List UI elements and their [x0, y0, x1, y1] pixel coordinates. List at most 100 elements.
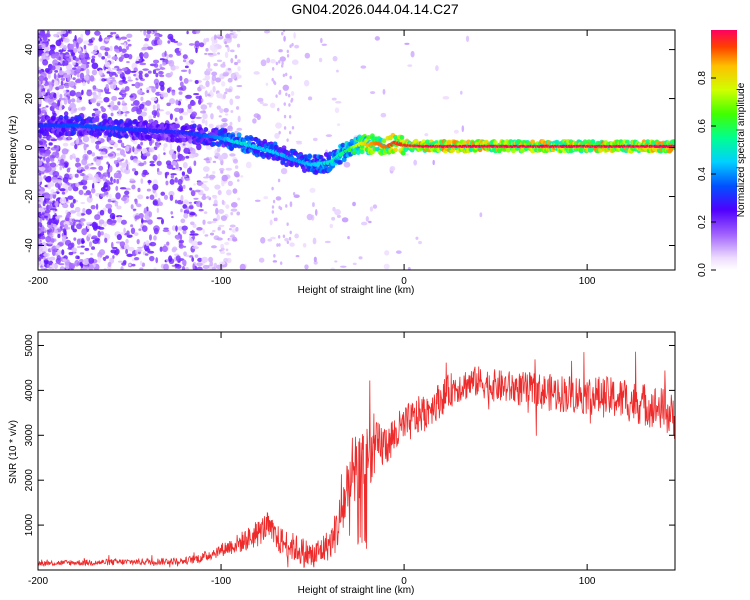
noise-speckle — [38, 248, 42, 255]
noise-speckle — [180, 69, 188, 72]
noise-speckle — [211, 46, 218, 53]
noise-speckle — [191, 111, 198, 117]
noise-speckle — [117, 70, 123, 75]
ridge-cell — [195, 137, 201, 143]
noise-speckle — [40, 216, 45, 220]
noise-speckle — [334, 208, 341, 216]
noise-speckle — [216, 214, 221, 221]
noise-speckle — [107, 198, 112, 203]
noise-speckle — [69, 154, 73, 161]
noise-speckle — [229, 128, 233, 132]
noise-speckle — [67, 195, 74, 200]
noise-speckle — [221, 199, 225, 205]
ridge-cell — [273, 144, 279, 150]
noise-speckle — [92, 85, 97, 90]
noise-speckle — [195, 95, 201, 100]
noise-speckle — [404, 153, 409, 156]
noise-speckle — [42, 136, 47, 139]
noise-speckle — [45, 105, 49, 108]
noise-speckle — [60, 59, 63, 65]
noise-speckle — [185, 94, 192, 99]
ridge-cell — [118, 119, 124, 124]
noise-speckle — [234, 165, 239, 169]
noise-speckle — [130, 224, 134, 228]
noise-speckle — [211, 74, 217, 82]
noise-speckle — [76, 245, 82, 249]
noise-speckle — [178, 239, 185, 244]
noise-speckle — [118, 97, 125, 100]
noise-speckle — [196, 241, 203, 246]
noise-speckle — [60, 77, 66, 82]
noise-speckle — [171, 90, 176, 96]
noise-speckle — [112, 246, 118, 250]
noise-speckle — [190, 189, 196, 197]
noise-speckle — [134, 170, 139, 176]
noise-speckle — [147, 70, 152, 74]
noise-speckle — [175, 99, 179, 106]
noise-speckle — [177, 178, 183, 186]
noise-speckle — [95, 203, 99, 210]
noise-speckle — [226, 189, 232, 196]
noise-speckle — [61, 249, 65, 256]
noise-speckle — [75, 91, 82, 98]
x-tick-label: 0 — [401, 276, 407, 287]
noise-speckle — [281, 61, 284, 66]
noise-speckle — [395, 250, 402, 254]
noise-speckle — [179, 234, 183, 241]
noise-speckle — [179, 75, 183, 82]
figure-title: GN04.2026.044.04.14.C27 — [291, 1, 459, 17]
noise-speckle — [102, 155, 109, 158]
noise-speckle — [75, 57, 80, 62]
noise-speckle — [91, 55, 96, 59]
noise-speckle — [122, 100, 125, 105]
ridge-cell — [359, 149, 365, 155]
noise-speckle — [70, 242, 75, 248]
noise-speckle — [201, 118, 206, 124]
ridge-cell — [349, 138, 355, 144]
noise-speckle — [54, 182, 61, 188]
noise-speckle — [192, 263, 196, 270]
noise-speckle — [106, 71, 111, 74]
noise-speckle — [83, 44, 87, 50]
noise-speckle — [51, 249, 56, 257]
noise-speckle — [107, 153, 114, 157]
noise-speckle — [43, 195, 51, 199]
noise-speckle — [204, 234, 209, 237]
ridge-cell — [493, 140, 498, 146]
noise-speckle — [217, 52, 221, 55]
noise-speckle — [149, 194, 155, 200]
noise-speckle — [404, 42, 410, 45]
noise-speckle — [192, 235, 196, 240]
noise-speckle — [38, 84, 41, 87]
noise-speckle — [59, 197, 67, 204]
noise-speckle — [179, 155, 186, 161]
noise-speckle — [465, 35, 470, 42]
noise-speckle — [312, 237, 317, 245]
noise-speckle — [168, 190, 175, 197]
noise-speckle — [100, 89, 104, 93]
noise-speckle — [130, 70, 137, 73]
noise-speckle — [110, 197, 117, 201]
noise-speckle — [67, 49, 74, 53]
noise-speckle — [126, 230, 130, 236]
noise-speckle — [234, 61, 238, 66]
noise-speckle — [41, 43, 46, 49]
noise-speckle — [224, 41, 227, 45]
noise-speckle — [278, 49, 283, 53]
noise-speckle — [329, 223, 334, 229]
noise-speckle — [178, 48, 182, 52]
noise-speckle — [120, 142, 125, 148]
noise-speckle — [418, 240, 423, 245]
noise-speckle — [159, 67, 166, 70]
noise-speckle — [55, 39, 62, 47]
noise-speckle — [229, 235, 235, 238]
noise-speckle — [230, 30, 234, 33]
noise-speckle — [67, 30, 71, 34]
noise-speckle — [174, 177, 178, 183]
noise-speckle — [158, 201, 163, 206]
noise-speckle — [265, 82, 269, 86]
noise-speckle — [152, 59, 160, 64]
noise-speckle — [278, 130, 281, 135]
noise-speckle — [130, 204, 134, 210]
noise-speckle — [228, 227, 232, 231]
